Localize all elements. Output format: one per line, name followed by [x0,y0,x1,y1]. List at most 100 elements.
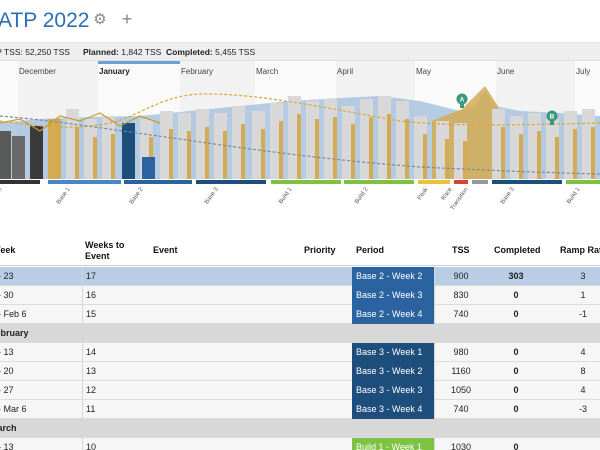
week-cell: - 13 [0,347,14,357]
weeks-to-event-cell: 16 [86,290,97,300]
planned-summary: Planned: 1,842 TSS [83,43,161,61]
phase-label: Race [441,186,454,201]
completed-bar [591,127,595,179]
actual-line [0,112,161,132]
completed-bar [315,119,319,179]
period-badge[interactable]: Base 2 - Week 2 [352,267,434,286]
completed-bar [423,134,427,179]
completed-bar [501,127,505,179]
completed-bar [297,114,301,179]
completed-bar [261,129,265,179]
completed-cell: 0 [513,290,519,300]
event-marker-label: B [550,114,555,121]
event-marker-stem [460,104,464,108]
completed-bar [445,139,449,179]
form-line [0,115,600,175]
header: ATP 2022 ⚙ + [0,0,600,42]
table-group-row[interactable]: March [0,419,600,438]
event-marker-icon [456,93,468,105]
planned-bar [122,123,135,179]
table-row[interactable]: - 13 10 Build 1 - Week 1 1030 0 [0,438,600,450]
table-row[interactable]: - 30 16 Base 2 - Week 3 830 0 1 [0,286,600,305]
fatigue-line [0,93,600,128]
phase-label: Base 1 [56,186,72,205]
ramp-rate-cell: 3 [580,271,586,281]
planned-bar [30,126,43,179]
header-completed: Completed [494,245,541,255]
table-row[interactable]: - 27 12 Base 3 - Week 3 1050 0 4 [0,381,600,400]
completed-cell: 0 [513,442,519,450]
table-row[interactable]: - 13 14 Base 3 - Week 1 980 0 4 [0,343,600,362]
group-label: March [0,423,17,433]
period-badge[interactable]: Base 2 - Week 3 [352,286,434,305]
period-badge[interactable]: Base 3 - Week 3 [352,381,434,400]
weeks-to-event-cell: 15 [86,309,97,319]
completed-cell: 0 [513,347,519,357]
period-badge[interactable]: Build 1 - Week 1 [352,438,434,450]
completed-bar [279,121,283,179]
phase-strip-segment [0,180,40,184]
period-badge[interactable]: Base 3 - Week 4 [352,400,434,419]
completed-cell: 0 [513,404,519,414]
planned-bar [0,131,11,179]
completed-bar [537,131,541,179]
phase-label: Preparation [0,187,4,216]
atp-chart[interactable]: December January February March April May June… [0,61,600,235]
week-cell: - 30 [0,290,14,300]
table-row[interactable]: - Mar 6 11 Base 3 - Week 4 740 0 -3 [0,400,600,419]
week-cell: - 27 [0,385,14,395]
phase-strip-segment [48,180,121,184]
period-badge[interactable]: Base 3 - Week 1 [352,343,434,362]
column-divider [82,267,83,450]
month-label: January [99,67,130,76]
table-header: Week Weeks to Event Event Priority Perio… [0,235,600,266]
phase-label: Peak [417,186,430,201]
phase-label: Base 3 [204,186,220,205]
weeks-to-event-cell: 10 [86,442,97,450]
gear-icon[interactable]: ⚙ [93,11,107,28]
completed-bar [369,117,373,179]
weeks-to-event-cell: 17 [86,271,97,281]
completed-value: 5,455 TSS [215,47,256,57]
phase-label: Base 2 [129,186,145,205]
phase-label: Build 1 [566,186,582,205]
week-cell: - 13 [0,442,14,450]
phase-label: Build 2 [354,186,370,205]
header-ramp-rate: Ramp Rate [560,245,600,255]
completed-cell: 0 [513,385,519,395]
period-badge[interactable]: Base 3 - Week 2 [352,362,434,381]
completed-bar [93,137,97,179]
weeks-to-event-cell: 12 [86,385,97,395]
completed-summary: Completed: 5,455 TSS [166,43,255,61]
phase-strip-segment [472,180,488,184]
page-title: ATP 2022 [0,9,90,32]
period-badge[interactable]: Base 2 - Week 4 [352,305,434,324]
tss-cell: 900 [453,271,469,281]
tss-cell: 740 [453,309,469,319]
completed-cell: 0 [513,309,519,319]
table-row[interactable]: - 20 13 Base 3 - Week 2 1160 0 8 [0,362,600,381]
tss-cell: 1030 [450,442,472,450]
phase-strip-segment [344,180,414,184]
atp-tss-total: ATP TSS: 52,250 TSS [0,47,70,57]
completed-cell: 303 [508,271,524,281]
phase-strip-segment [418,180,450,184]
header-tss: TSS [452,245,470,255]
completed-bar [519,134,523,179]
event-marker-label: A [460,97,465,104]
weeks-to-event-cell: 14 [86,347,97,357]
month-label: May [416,67,431,76]
table-group-row[interactable]: February [0,324,600,343]
completed-bar [205,127,209,179]
add-icon[interactable]: + [121,9,133,29]
month-label: July [576,67,590,76]
ramp-rate-cell: 8 [580,366,586,376]
completed-label: Completed: [166,47,213,57]
phase-strip-segment [566,180,600,184]
week-cell: - Mar 6 [0,404,27,414]
table-row[interactable]: - Feb 6 15 Base 2 - Week 4 740 0 -1 [0,305,600,324]
week-cell: - Feb 6 [0,309,27,319]
table-row[interactable]: - 23 17 Base 2 - Week 2 900 303 3 [0,267,600,286]
header-weeks-to-event: Weeks to Event [85,240,125,261]
planned-bar [12,136,25,179]
